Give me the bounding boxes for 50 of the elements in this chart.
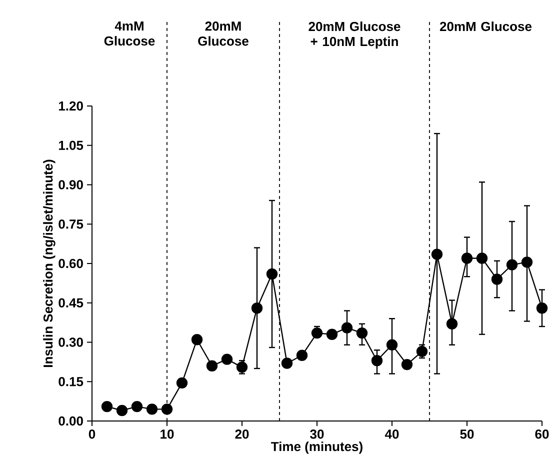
point — [401, 358, 413, 370]
x-tick-label: 40 — [384, 430, 399, 439]
point — [536, 302, 548, 314]
x-tick-label: 20 — [235, 430, 249, 439]
y-tick-label: 0.60 — [58, 258, 83, 268]
point — [476, 252, 488, 264]
point — [221, 354, 233, 365]
text: 20mM Glucose + 10nM Leptin — [308, 22, 400, 49]
point — [431, 248, 443, 260]
point — [371, 355, 383, 366]
y-tick-label: 0.15 — [58, 377, 84, 386]
point — [191, 334, 203, 346]
point — [506, 259, 518, 270]
point — [446, 318, 458, 330]
point — [161, 404, 173, 415]
x-tick-label: 0 — [88, 430, 96, 439]
point — [341, 322, 353, 334]
y-tick-label: 1.05 — [58, 140, 84, 150]
text: 4mM Glucose — [104, 22, 155, 46]
point — [146, 404, 158, 415]
point — [326, 328, 338, 340]
y-tick-label: 0.75 — [58, 220, 84, 229]
y-axis-title: Insulin Secretion (ng/islet/minute) — [43, 160, 56, 367]
y-tick-label: 1.20 — [58, 101, 83, 111]
point — [116, 404, 128, 416]
x-tick-label: 50 — [460, 430, 474, 439]
point — [311, 327, 323, 339]
point — [521, 256, 533, 268]
point — [386, 339, 398, 350]
point — [296, 350, 308, 361]
point — [461, 252, 473, 264]
point — [281, 358, 293, 369]
x-axis-title: Time (minutes) — [271, 442, 362, 454]
text: 20mM Glucose — [440, 22, 532, 32]
point — [206, 360, 218, 372]
x-tick-label: 10 — [160, 430, 174, 439]
y-tick-label: 0.00 — [58, 416, 83, 426]
y-tick-label: 0.90 — [58, 180, 83, 190]
text: 20mM Glucose — [198, 22, 248, 46]
x-tick-label: 30 — [310, 430, 324, 439]
x-tick-label: 60 — [535, 430, 549, 439]
point — [356, 327, 368, 339]
point — [266, 268, 278, 280]
y-tick-label: 0.30 — [58, 338, 83, 347]
point — [491, 274, 503, 285]
y-tick-label: 0.45 — [58, 298, 84, 308]
point — [176, 377, 188, 389]
point — [131, 400, 143, 412]
point — [251, 302, 263, 314]
point — [101, 400, 113, 412]
